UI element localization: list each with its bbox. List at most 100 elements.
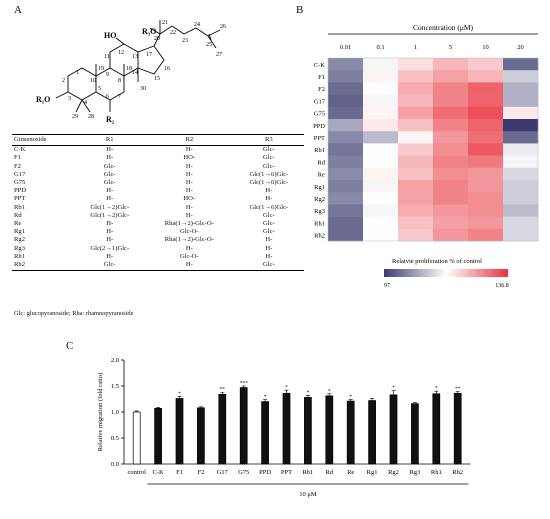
atom-number: 13 [132, 54, 138, 60]
substituent-ho: HO [104, 31, 116, 40]
atom-number: 23 [182, 38, 188, 44]
error-bar [284, 389, 289, 394]
table-cell-ginsenoside: Rh2 [12, 261, 75, 272]
table-cell: Glc- [262, 162, 275, 170]
heatmap-cell [433, 94, 469, 108]
table-row: Rh1 H- Glc-O- H- [12, 253, 304, 261]
bar [368, 400, 376, 465]
atom-number: 24 [194, 22, 200, 28]
heatmap-row-label: F2 [318, 86, 325, 93]
heatmap-cell [328, 192, 364, 205]
error-bar [391, 390, 396, 395]
y-tick-label: 1.0 [111, 409, 119, 416]
bar [346, 400, 355, 465]
table-header-row: Ginsenoside R1 R2 R3 [12, 133, 304, 147]
bar [389, 394, 398, 465]
ginsenoside-table: Ginsenoside R1 R2 R3 C-K H- H- Glc- F1 H- HO- G… [12, 133, 304, 272]
table-row: Rg2 H- Rha(1→2)-Glc-O- H- [12, 236, 304, 244]
heatmap-cell [328, 119, 364, 132]
table-row: Rg3 Glc(2→1)Glc- H- H- [12, 245, 304, 253]
table-cell-ginsenoside: C-K [14, 146, 26, 154]
heatmap-cell [363, 155, 399, 169]
heatmap-cell [468, 143, 504, 156]
heatmap-cell [503, 119, 539, 132]
table-cell: Glc(1→2)Glc- [90, 203, 130, 211]
heatmap-cell [398, 143, 434, 156]
atom-number: 4 [84, 100, 87, 106]
heatmap-cell [398, 228, 434, 242]
significance-marker: * [307, 390, 310, 396]
heatmap-cell [468, 58, 504, 71]
x-tick-label: Rb1 [302, 469, 313, 476]
x-tick-label: PPD [259, 469, 271, 476]
bar [325, 395, 334, 465]
structure-atom-numbers: 1 2 3 4 5 6 7 8 9 10 11 12 13 14 15 16 1… [62, 20, 226, 120]
heatmap-cell [468, 155, 504, 169]
table-cell: H- [185, 179, 193, 187]
table-row: Rb1 Glc(1→2)Glc- H- Glc(1→6)Glc- [12, 204, 304, 212]
error-bar [305, 395, 310, 398]
table-cell: H- [265, 187, 273, 195]
significance-marker: * [328, 388, 331, 394]
heatmap-col-label: 20 [517, 44, 524, 51]
heatmap-cell [468, 204, 504, 217]
heatmap-cell [503, 106, 539, 120]
x-tick-label: Rg3 [409, 469, 420, 476]
x-tick-label: Re [347, 469, 354, 476]
table-cell-ginsenoside: F1 [14, 154, 21, 162]
table-cell: Glc- [262, 228, 275, 236]
heatmap-cell [468, 94, 504, 108]
table-row: Rh2 Glc- H- Glc- [12, 261, 304, 272]
atom-number: 16 [164, 66, 170, 72]
heatmap-cell [398, 216, 434, 230]
ginsenoside-structure: 1 2 3 4 5 6 7 8 9 10 11 12 13 14 15 16 1… [36, 20, 226, 124]
heatmap-cell [468, 106, 504, 120]
colorbar-label: Relatvie proliferation % of control [392, 258, 482, 265]
heatmap-cell [398, 119, 434, 132]
heatmap-cell [503, 94, 539, 108]
error-bar [370, 398, 375, 401]
table-cell-ginsenoside: Rb1 [14, 203, 25, 211]
atom-number: 10 [90, 78, 96, 84]
heatmap-row-label: Re [318, 172, 325, 179]
table-cell: H- [265, 236, 273, 244]
atom-number: 28 [88, 114, 94, 120]
heatmap-cell [328, 204, 364, 217]
structure-bonds [55, 20, 221, 113]
heatmap-row-label: Rh2 [314, 233, 325, 240]
colorbar-min: 97 [384, 283, 390, 288]
panel-label-c: C [66, 340, 74, 352]
heatmap-cell [398, 82, 434, 95]
heatmap-col-label: 0.01 [340, 44, 351, 51]
heatmap-cell [433, 167, 469, 181]
heatmap-cell [328, 58, 364, 71]
heatmap-row-label: Rd [317, 159, 325, 166]
error-bar [241, 385, 246, 388]
bar [261, 401, 269, 465]
heatmap-cell [398, 204, 434, 217]
heatmap-cell [468, 216, 504, 230]
table-cell-ginsenoside: Rg2 [14, 236, 25, 244]
heatmap-cell [363, 192, 399, 205]
table-cell: H- [185, 170, 193, 178]
atom-number: 5 [98, 86, 101, 92]
heatmap-cell [433, 58, 469, 71]
bar [432, 393, 441, 465]
heatmap-cell [503, 204, 539, 217]
table-cell-ginsenoside: Rh1 [14, 252, 25, 260]
atom-number: 22 [170, 30, 176, 36]
heatmap-cell [433, 155, 469, 169]
atom-number: 9 [106, 72, 109, 78]
error-bar [198, 406, 203, 408]
heatmap-cell [328, 131, 364, 144]
heatmap-cell [433, 192, 469, 205]
x-tick-label: F1 [176, 469, 183, 476]
heatmap-row-label: G17 [314, 98, 326, 105]
heatmap-row-label: G75 [314, 111, 325, 118]
bar [154, 408, 162, 465]
heatmap-cell [363, 228, 399, 242]
heatmap-row-label: Rh1 [314, 220, 325, 227]
atom-number: 21 [162, 20, 168, 26]
heatmap-cell [363, 58, 399, 71]
heatmap-row-label: Rg1 [314, 184, 325, 191]
